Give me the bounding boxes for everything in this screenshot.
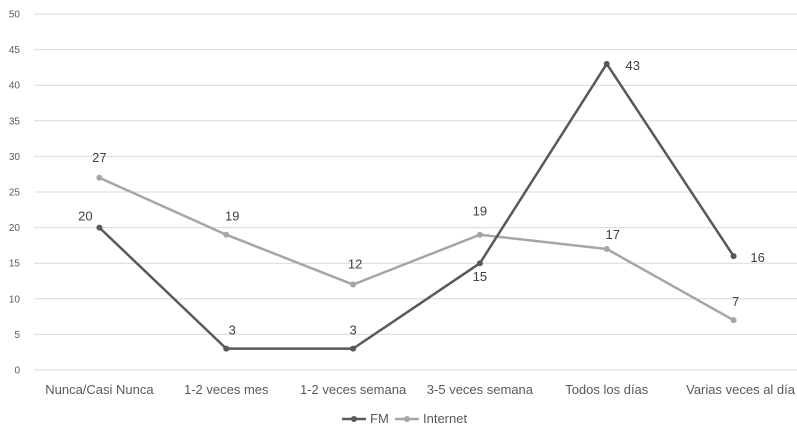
gridlines [34, 13, 797, 371]
series-lines [96, 60, 737, 352]
y-tick-label: 50 [9, 10, 21, 21]
data-point [730, 253, 737, 260]
y-tick-label: 0 [14, 366, 20, 377]
y-tick-label: 15 [9, 259, 21, 270]
y-tick-label: 10 [9, 294, 21, 305]
data-label: 3 [349, 323, 356, 338]
data-label: 15 [473, 269, 487, 284]
data-label: 16 [750, 250, 764, 265]
x-axis-ticks: Nunca/Casi Nunca 1-2 veces mes 1-2 veces s… [45, 382, 796, 397]
legend-label: FM [370, 411, 389, 426]
x-tick-label: Varias veces al día [686, 382, 796, 397]
data-point [603, 60, 610, 67]
data-point [350, 281, 357, 288]
data-point [350, 345, 357, 352]
data-label: 19 [473, 204, 487, 219]
y-tick-label: 30 [9, 152, 21, 163]
data-label: 43 [626, 58, 640, 73]
y-tick-label: 35 [9, 116, 21, 127]
x-tick-label: Todos los días [565, 382, 649, 397]
y-axis-ticks: 0 5 10 15 20 25 30 35 40 45 50 [9, 10, 21, 377]
y-tick-label: 45 [9, 45, 21, 56]
series-line [98, 176, 735, 322]
data-point [223, 345, 230, 352]
x-tick-label: 1-2 veces mes [184, 382, 269, 397]
data-label: 20 [78, 209, 92, 224]
data-point [223, 231, 230, 238]
data-label: 3 [229, 323, 236, 338]
y-tick-label: 25 [9, 188, 21, 199]
legend: FM Internet [342, 411, 467, 426]
y-tick-label: 40 [9, 81, 21, 92]
x-tick-label: Nunca/Casi Nunca [45, 382, 154, 397]
data-point [476, 260, 483, 267]
data-label: 12 [348, 257, 362, 272]
data-point [476, 231, 483, 238]
data-label: 27 [92, 150, 106, 165]
y-tick-label: 5 [14, 330, 20, 341]
data-labels: 20 3 3 15 43 16 27 19 12 19 17 7 [78, 58, 765, 338]
data-point [96, 224, 103, 231]
legend-marker [404, 416, 410, 422]
data-point [96, 174, 103, 181]
data-point [730, 317, 737, 324]
legend-label: Internet [423, 411, 467, 426]
x-tick-label: 1-2 veces semana [300, 382, 407, 397]
data-label: 7 [732, 294, 739, 309]
series-line [98, 62, 735, 350]
legend-marker [351, 416, 357, 422]
data-label: 19 [225, 209, 239, 224]
y-tick-label: 20 [9, 223, 21, 234]
data-point [603, 245, 610, 252]
x-tick-label: 3-5 veces semana [427, 382, 534, 397]
data-label: 17 [606, 227, 620, 242]
